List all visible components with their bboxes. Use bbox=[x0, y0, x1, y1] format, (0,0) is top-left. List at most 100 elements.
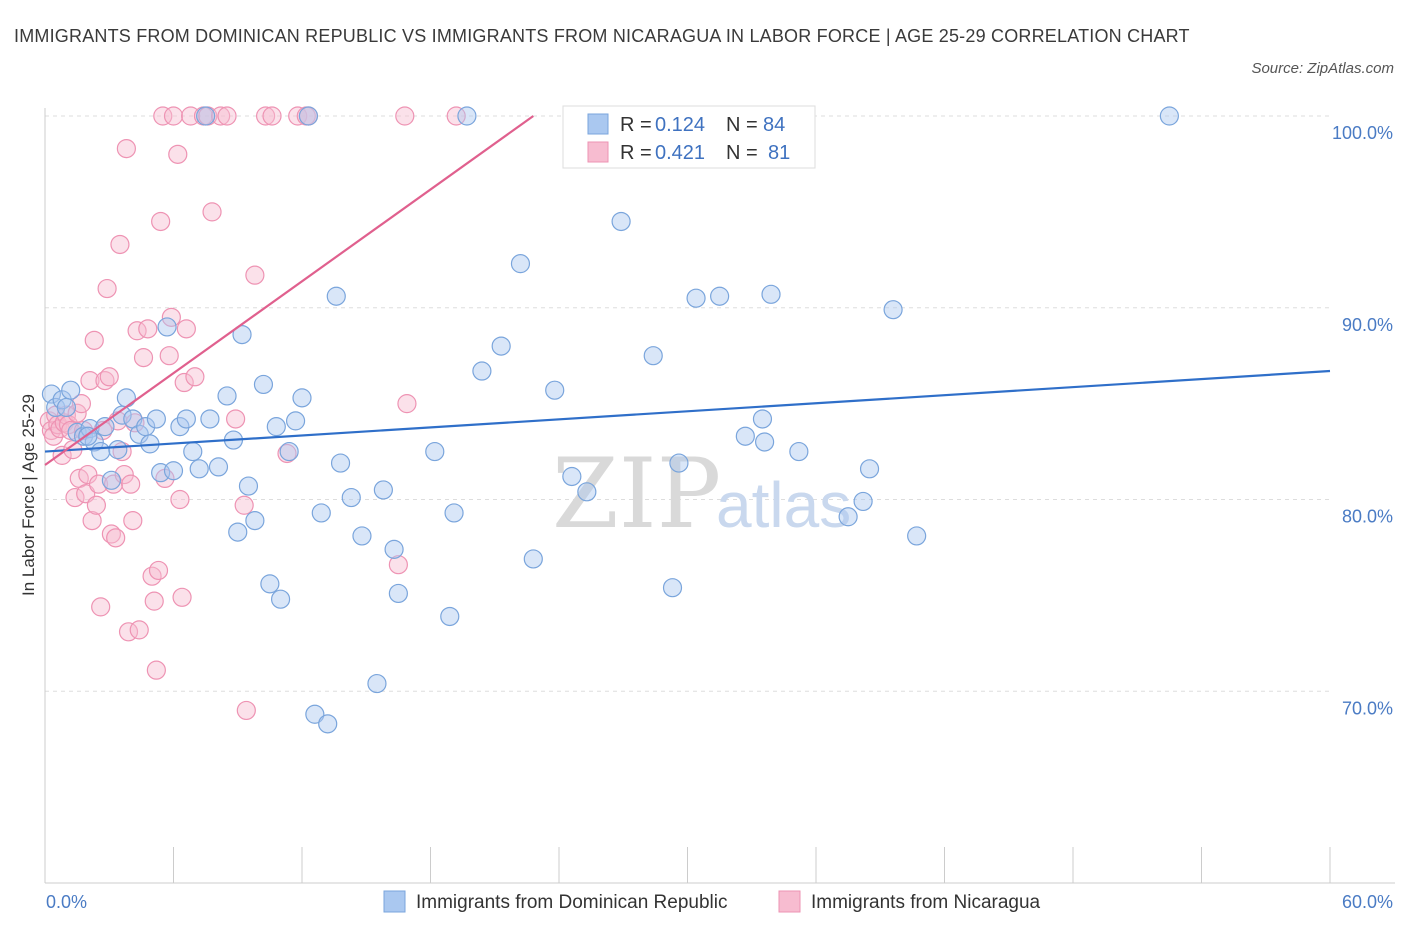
y-tick-label: 100.0% bbox=[1332, 123, 1393, 143]
nicaragua-point bbox=[84, 330, 104, 350]
dominican-point bbox=[686, 288, 706, 308]
dominican-point bbox=[883, 300, 903, 320]
nicaragua-point bbox=[97, 278, 117, 299]
watermark-zip: ZIP bbox=[552, 438, 721, 550]
legend-swatch-blue bbox=[587, 113, 609, 135]
legend-n-value-2: 81 bbox=[768, 142, 790, 164]
nicaragua-point bbox=[121, 474, 141, 494]
nicaragua-point bbox=[151, 211, 171, 232]
dominican-point bbox=[523, 549, 543, 569]
dominican-point bbox=[330, 453, 351, 473]
dominican-point bbox=[444, 503, 464, 523]
dominican-point bbox=[859, 459, 880, 479]
nicaragua-point bbox=[211, 106, 231, 126]
dominican-point bbox=[305, 704, 325, 724]
dominican-point bbox=[384, 539, 404, 559]
dominican-point bbox=[326, 286, 346, 306]
dominican-point bbox=[217, 386, 237, 406]
trend-lines bbox=[44, 115, 1331, 466]
dominican-point bbox=[200, 409, 220, 429]
nicaragua-point bbox=[82, 510, 102, 531]
dominican-point bbox=[228, 522, 248, 542]
chart-title: IMMIGRANTS FROM DOMINICAN REPUBLIC VS IM… bbox=[14, 26, 1190, 46]
dominican-point bbox=[662, 578, 683, 598]
legend-r-value-1: 0.124 bbox=[655, 114, 705, 136]
legend-n-value-1: 84 bbox=[763, 114, 785, 136]
nicaragua-point bbox=[163, 106, 184, 126]
watermark: ZIP atlas bbox=[552, 438, 851, 550]
dominican-point bbox=[129, 424, 149, 444]
dominican-point bbox=[669, 453, 689, 473]
legend-n-label-2: N = bbox=[726, 142, 758, 164]
dominican-point bbox=[388, 583, 408, 604]
legend-r-label-2: R = bbox=[620, 142, 652, 164]
dominican-point bbox=[176, 409, 196, 429]
nicaragua-point bbox=[80, 371, 100, 391]
dominican-point bbox=[754, 432, 775, 452]
nicaragua-point bbox=[395, 106, 415, 126]
dominican-point bbox=[285, 411, 306, 431]
nicaragua-points bbox=[39, 106, 466, 721]
dominican-point bbox=[270, 589, 291, 609]
dominican-point bbox=[907, 526, 927, 546]
nicaragua-point bbox=[123, 510, 143, 531]
y-axis-label: In Labor Force | Age 25-29 bbox=[19, 394, 38, 596]
dominican-point bbox=[562, 466, 582, 487]
dominican-point bbox=[56, 397, 77, 418]
nicaragua-point bbox=[129, 620, 149, 640]
source-label: Source: ZipAtlas.com bbox=[1251, 60, 1394, 77]
dominican-point bbox=[853, 491, 873, 512]
nicaragua-point bbox=[245, 265, 265, 285]
nicaragua-point bbox=[88, 474, 109, 494]
nicaragua-point bbox=[133, 348, 154, 368]
dominican-point bbox=[253, 374, 274, 395]
nicaragua-point bbox=[159, 346, 179, 366]
y-tick-label: 70.0% bbox=[1342, 698, 1393, 718]
nicaragua-point bbox=[172, 587, 192, 607]
dominican-point bbox=[196, 106, 216, 126]
nicaragua-point bbox=[43, 426, 64, 446]
x-tick-label-min: 0.0% bbox=[46, 892, 87, 912]
dominican-point bbox=[510, 254, 531, 274]
nicaragua-point bbox=[176, 319, 196, 339]
dominican-point bbox=[157, 317, 177, 337]
dominican-point bbox=[577, 482, 597, 502]
nicaragua-trend-line bbox=[44, 115, 534, 466]
axes bbox=[44, 108, 1395, 884]
bottom-legend-swatch-blue bbox=[383, 890, 406, 913]
dominican-point bbox=[752, 409, 773, 429]
nicaragua-point bbox=[116, 138, 136, 159]
nicaragua-point bbox=[86, 495, 107, 515]
nicaragua-point bbox=[234, 495, 254, 515]
dominican-point bbox=[311, 503, 331, 523]
bottom-legend-label-nicaragua: Immigrants from Nicaragua bbox=[811, 892, 1041, 913]
dominican-point bbox=[91, 441, 111, 462]
dominican-point bbox=[108, 440, 128, 460]
dominican-point bbox=[183, 441, 203, 462]
dominican-point bbox=[838, 507, 858, 527]
dominican-point bbox=[1159, 106, 1179, 126]
nicaragua-point bbox=[388, 555, 408, 575]
dominican-point bbox=[116, 388, 136, 408]
dominican-point bbox=[545, 380, 565, 400]
dominican-point bbox=[189, 459, 209, 479]
grid-lines bbox=[45, 115, 1330, 692]
dominican-point bbox=[170, 417, 190, 437]
nicaragua-point bbox=[144, 591, 164, 611]
dominican-point bbox=[341, 487, 361, 508]
nicaragua-point bbox=[217, 106, 237, 126]
nicaragua-point bbox=[185, 367, 205, 387]
nicaragua-point bbox=[161, 307, 181, 327]
dominican-trend-line bbox=[44, 369, 1331, 453]
dominican-point bbox=[146, 409, 166, 429]
dominican-point bbox=[245, 510, 265, 531]
nicaragua-point bbox=[146, 660, 166, 680]
nicaragua-point bbox=[170, 489, 190, 510]
dominican-point bbox=[710, 286, 730, 306]
dominican-point bbox=[260, 574, 280, 594]
nicaragua-point bbox=[255, 106, 276, 126]
dominican-point bbox=[292, 388, 312, 408]
dominican-point bbox=[318, 714, 338, 734]
dominican-point bbox=[491, 336, 511, 356]
